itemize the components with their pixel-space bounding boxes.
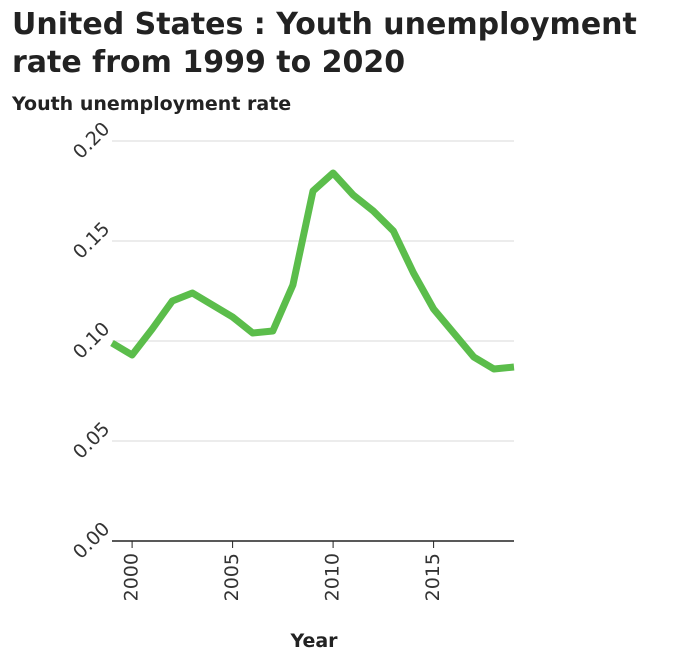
y-tick-label: 0.15	[69, 218, 114, 263]
grid-lines	[112, 140, 514, 542]
x-tick-label: 2000	[121, 553, 143, 601]
y-tick-label: 0.10	[69, 318, 114, 363]
x-axis-ticks: 2000 2005 2010 2015	[121, 541, 444, 601]
x-axis-label: Year	[289, 630, 338, 652]
y-tick-label: 0.20	[69, 118, 114, 163]
y-axis-label: Youth unemployment rate	[12, 93, 292, 115]
x-tick-label: 2010	[322, 553, 344, 601]
series-line	[110, 169, 515, 373]
x-tick-label: 2005	[221, 553, 243, 601]
chart-title: United States : Youth unemployment rate …	[12, 7, 637, 80]
y-tick-label: 0.05	[69, 418, 114, 463]
y-axis-ticks: 0.00 0.05 0.10 0.15 0.20	[69, 118, 114, 563]
y-tick-label: 0.00	[69, 518, 114, 563]
series-layer	[110, 169, 515, 373]
x-tick-label: 2015	[422, 553, 444, 601]
